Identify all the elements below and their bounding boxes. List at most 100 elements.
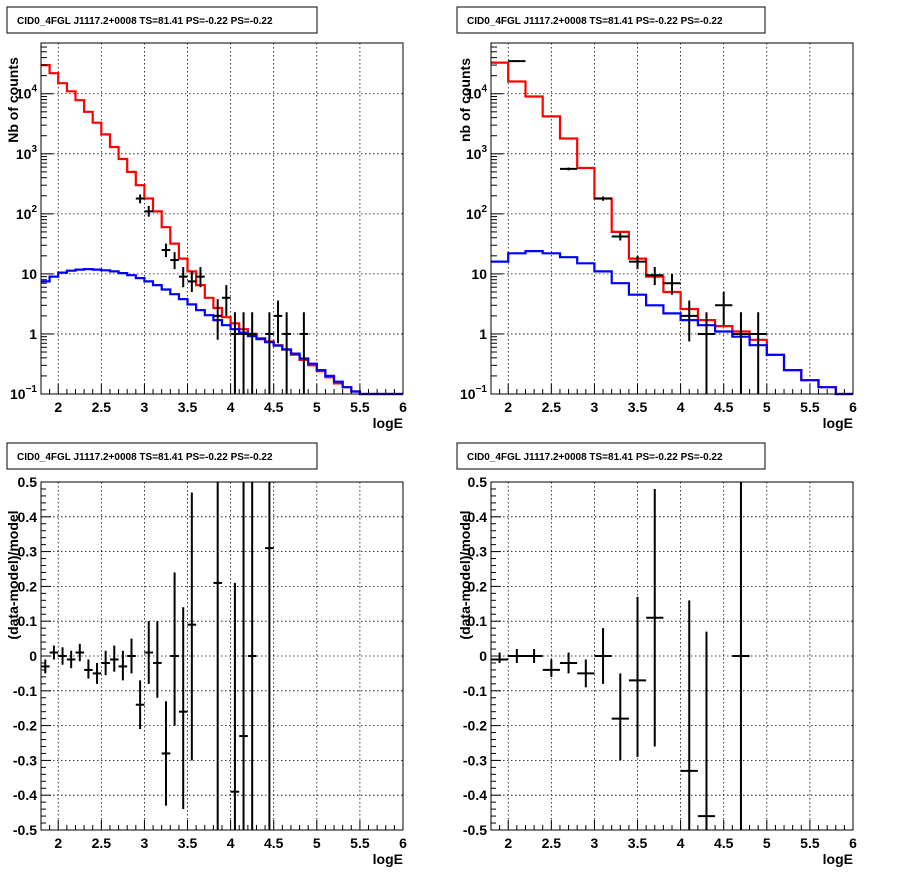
- data-point: [178, 607, 188, 810]
- data-point: [732, 312, 750, 394]
- y-tick-label: 0: [479, 648, 487, 664]
- data-point: [646, 488, 664, 747]
- data-point: [75, 643, 85, 662]
- data-point: [663, 273, 681, 295]
- y-tick-label: -0.5: [463, 822, 487, 838]
- y-tick-label: -0.4: [13, 787, 37, 803]
- x-tick-label: 4.5: [714, 399, 734, 415]
- chart-title: CID0_4FGL J1117.2+0008 TS=81.41 PS=-0.22…: [17, 16, 273, 27]
- x-tick-label: 2: [504, 399, 512, 415]
- y-tick-label: 10: [471, 266, 487, 282]
- y-tick-label: 0.4: [468, 509, 488, 525]
- x-tick-label: 5.5: [350, 835, 370, 851]
- data-point: [525, 649, 543, 663]
- y-tick-label: 0.5: [18, 474, 38, 490]
- x-tick-label: 4.5: [264, 399, 284, 415]
- x-tick-label: 4: [227, 399, 235, 415]
- data-point: [282, 312, 291, 394]
- data-point: [611, 232, 629, 241]
- chart-title: CID0_4FGL J1117.2+0008 TS=81.41 PS=-0.22…: [467, 452, 723, 463]
- x-tick-label: 2.5: [92, 399, 112, 415]
- data-point: [715, 291, 733, 326]
- x-tick-label: 5.5: [800, 399, 820, 415]
- model-background-line: [491, 250, 853, 396]
- data-point: [135, 680, 145, 730]
- data-point: [118, 650, 128, 681]
- data-point: [594, 628, 612, 684]
- model-total-line: [41, 63, 403, 396]
- data-point: [135, 194, 145, 204]
- data-point: [508, 60, 526, 63]
- x-axis-label: logE: [823, 851, 853, 867]
- data-point: [127, 638, 136, 674]
- data-point: [247, 312, 257, 394]
- x-tick-label: 4: [677, 399, 685, 415]
- x-tick-label: 3.5: [178, 399, 198, 415]
- y-tick-label: 0.2: [468, 578, 488, 594]
- x-axis-label: logE: [373, 851, 403, 867]
- y-tick-label: 1: [479, 326, 487, 342]
- y-tick-label: 102: [466, 204, 488, 222]
- data-point: [697, 631, 716, 830]
- y-tick-label: 0.2: [18, 578, 38, 594]
- x-tick-label: 3: [141, 835, 149, 851]
- y-axis-label: Nb of counts: [5, 57, 21, 143]
- y-tick-label: -0.2: [13, 718, 37, 734]
- data-point: [611, 673, 629, 761]
- y-tick-label: 0.3: [468, 544, 488, 560]
- y-tick-label: 10−1: [10, 384, 37, 402]
- y-axis-label: (data-model)/model: [457, 510, 473, 639]
- data-point: [559, 652, 578, 674]
- data-point: [491, 652, 509, 663]
- model-total-line: [491, 61, 853, 396]
- y-tick-label: 0.4: [18, 509, 38, 525]
- chart-panel-4: 2 2.5 3 3.5 4 4.5 5 5.5 6 -0.5 -0.4 -0.3 -0.2 -0.1 0 0.…: [456, 442, 857, 867]
- y-tick-label: 0: [29, 648, 37, 664]
- y-tick-label: 104: [16, 84, 38, 102]
- chart-panel-2: 2 2.5 3 3.5 4 4.5 5 5.5 6 10−1 1 10 102 103 104 logE nb …: [456, 6, 857, 431]
- data-point: [58, 647, 67, 665]
- y-tick-label: 0.1: [18, 613, 38, 629]
- plot-frame: [40, 42, 404, 395]
- x-tick-label: 3: [141, 399, 149, 415]
- data-point: [49, 645, 59, 660]
- x-tick-label: 2: [54, 835, 62, 851]
- data-point: [161, 701, 171, 806]
- y-tick-label: -0.4: [463, 787, 487, 803]
- y-tick-label: 102: [16, 204, 38, 222]
- x-tick-label: 3.5: [628, 835, 648, 851]
- y-tick-label: -0.5: [13, 822, 37, 838]
- data-point: [170, 252, 179, 270]
- y-tick-label: -0.3: [463, 752, 487, 768]
- y-tick-label: 103: [466, 144, 488, 162]
- x-tick-label: 4.5: [714, 835, 734, 851]
- x-tick-label: 6: [399, 399, 407, 415]
- data-point: [247, 482, 257, 830]
- data-point: [577, 659, 595, 688]
- data-point: [646, 267, 664, 286]
- x-tick-label: 6: [849, 835, 857, 851]
- data-point: [265, 482, 274, 830]
- chart-title: CID0_4FGL J1117.2+0008 TS=81.41 PS=-0.22…: [467, 16, 723, 27]
- data-point: [508, 649, 526, 663]
- data-point: [628, 596, 647, 757]
- plot-frame: [490, 42, 854, 395]
- data-point: [222, 285, 231, 316]
- x-tick-label: 5: [313, 835, 321, 851]
- data-point: [101, 650, 110, 676]
- y-tick-label: 0.5: [468, 474, 488, 490]
- x-tick-label: 2.5: [542, 399, 562, 415]
- y-tick-label: -0.2: [463, 718, 487, 734]
- data-point: [594, 196, 612, 201]
- y-tick-label: 10−1: [460, 384, 487, 402]
- data-point: [265, 312, 274, 394]
- y-tick-label: -0.1: [13, 683, 37, 699]
- y-tick-label: -0.3: [13, 752, 37, 768]
- x-axis-label: logE: [823, 415, 853, 431]
- x-tick-label: 6: [849, 399, 857, 415]
- data-point: [230, 582, 240, 830]
- data-point: [144, 621, 154, 684]
- y-tick-label: 10: [21, 266, 37, 282]
- data-point: [161, 243, 171, 258]
